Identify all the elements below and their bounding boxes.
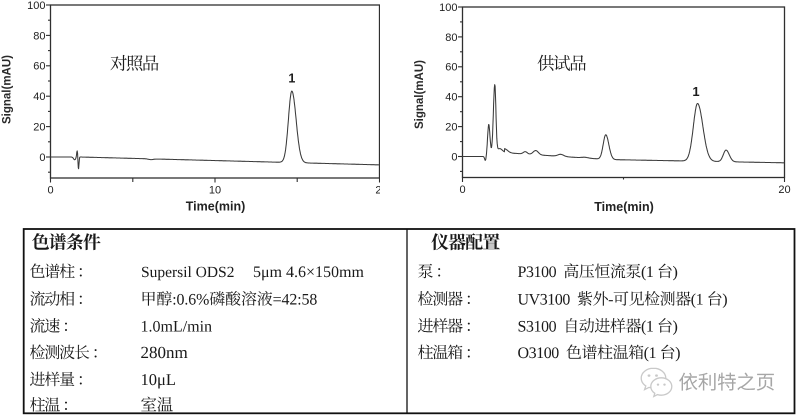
- svg-text:20: 20: [445, 122, 457, 134]
- svg-text:20: 20: [778, 184, 790, 196]
- svg-text:Time(min): Time(min): [186, 200, 246, 214]
- svg-text:10: 10: [209, 185, 221, 197]
- svg-text:Time(min): Time(min): [594, 200, 654, 214]
- svg-text:0: 0: [39, 152, 45, 164]
- svg-text:60: 60: [445, 62, 457, 74]
- svg-text:Signal(mAU): Signal(mAU): [414, 60, 426, 129]
- svg-text:100: 100: [27, 0, 45, 12]
- svg-text:0: 0: [459, 184, 465, 196]
- svg-text:Signal(mAU): Signal(mAU): [2, 55, 14, 124]
- svg-text:20: 20: [33, 122, 45, 134]
- svg-text:100: 100: [439, 2, 457, 14]
- svg-text:1: 1: [692, 84, 699, 99]
- svg-text:1: 1: [288, 72, 295, 86]
- svg-text:0: 0: [47, 185, 53, 197]
- svg-text:40: 40: [445, 92, 457, 104]
- svg-text:80: 80: [445, 32, 457, 44]
- svg-text:40: 40: [33, 91, 45, 103]
- svg-text:0: 0: [451, 151, 457, 163]
- svg-text:80: 80: [33, 30, 45, 42]
- svg-text:60: 60: [33, 61, 45, 73]
